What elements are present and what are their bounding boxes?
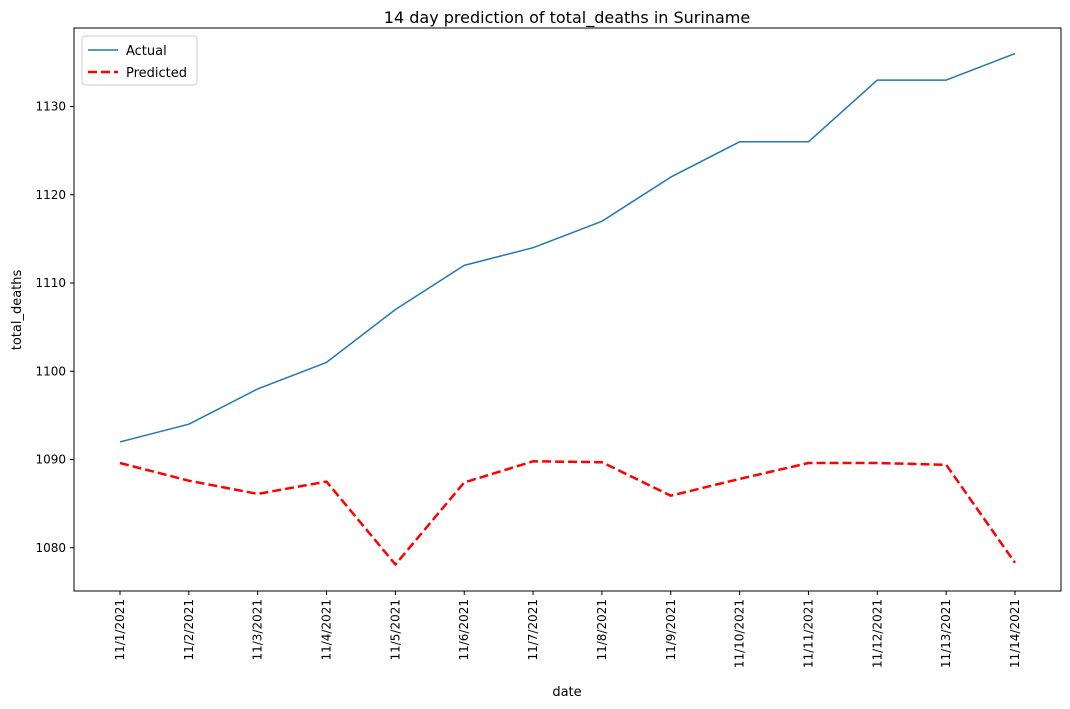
y-axis-ticks: 1080 1090 1100 1110 1120 1130 [35,100,74,555]
y-tick-label: 1110 [35,276,66,290]
y-tick-label: 1090 [35,453,66,467]
x-axis-label: date [552,685,581,700]
x-tick-label: 11/13/2021 [939,599,953,668]
y-tick-label: 1080 [35,541,66,555]
chart-title: 14 day prediction of total_deaths in Sur… [384,8,750,28]
legend: Actual Predicted [81,35,198,86]
x-tick-label: 11/4/2021 [320,599,334,661]
x-axis-ticks: 11/1/2021 11/2/2021 11/3/2021 11/4/2021 11/5… [113,591,1022,668]
x-tick-label: 11/3/2021 [251,599,265,661]
x-tick-label: 11/12/2021 [870,599,884,668]
x-tick-label: 11/10/2021 [733,599,747,668]
x-tick-label: 11/11/2021 [801,599,815,668]
series-layer [119,52,1017,566]
y-tick-label: 1120 [35,188,66,202]
y-axis-label: total_deaths [10,270,25,351]
x-tick-label: 11/6/2021 [457,599,471,661]
x-tick-label: 11/2/2021 [182,599,196,661]
y-tick-label: 1130 [35,100,66,114]
legend-label-predicted: Predicted [126,66,187,81]
x-tick-label: 11/7/2021 [526,599,540,661]
legend-label-actual: Actual [126,44,167,59]
x-tick-label: 11/1/2021 [113,599,127,661]
legend-frame [81,35,198,86]
x-tick-label: 11/5/2021 [388,599,402,661]
x-tick-label: 11/14/2021 [1008,599,1022,668]
series-line-actual [119,52,1016,443]
plot-area [73,27,1062,592]
plot-frame [73,27,1062,592]
series-line-predicted [119,460,1017,566]
x-tick-label: 11/9/2021 [664,599,678,661]
y-tick-label: 1100 [35,364,66,378]
x-tick-label: 11/8/2021 [595,599,609,661]
